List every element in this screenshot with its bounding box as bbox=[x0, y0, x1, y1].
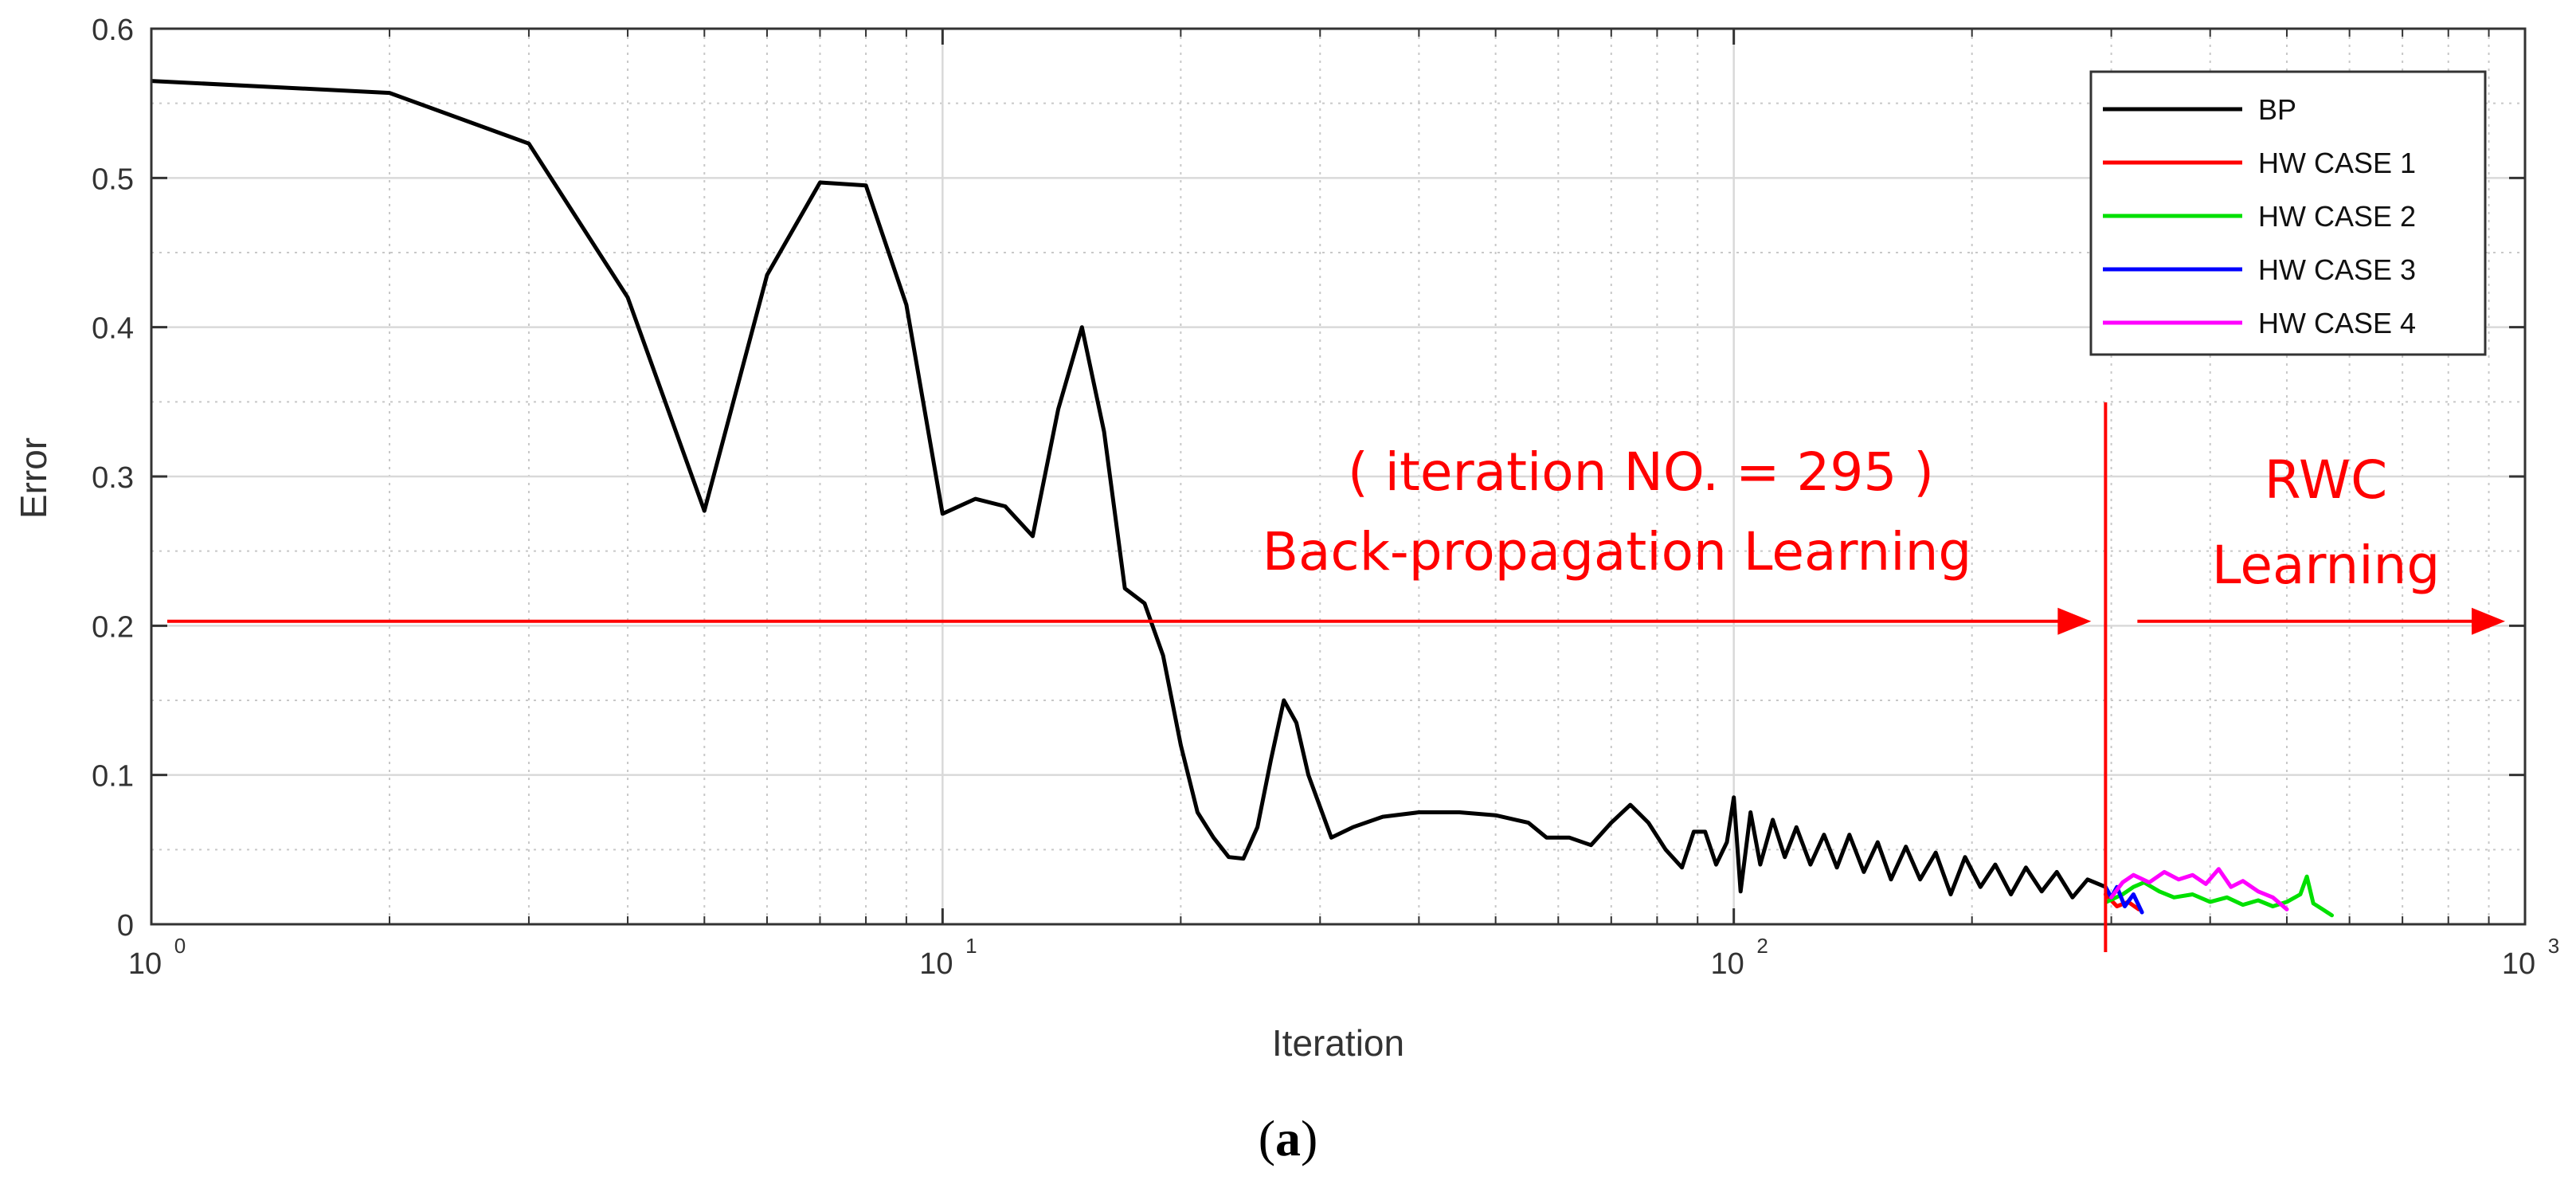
rwc-label-line1: RWC bbox=[2265, 449, 2388, 511]
rwc-label-line2: Learning bbox=[2212, 535, 2441, 596]
annotations: ( iteration NO. = 295 ) Back-propagation… bbox=[167, 402, 2505, 952]
legend: BP HW CASE 1 HW CASE 2 HW CASE 3 HW CASE 4 bbox=[2089, 70, 2487, 356]
series-lines bbox=[151, 79, 2334, 918]
caption-open: ( bbox=[1259, 1110, 1275, 1166]
x-tick-exponent: 3 bbox=[2548, 934, 2559, 958]
y-axis-label: Error bbox=[13, 437, 54, 519]
bp-phase-label: Back-propagation Learning bbox=[1263, 521, 1972, 582]
x-tick-exponent: 2 bbox=[1756, 934, 1768, 958]
y-tick-label: 0 bbox=[117, 909, 134, 943]
caption-letter: a bbox=[1275, 1110, 1301, 1166]
y-tick-label: 0.4 bbox=[92, 312, 134, 346]
arrow-head bbox=[2057, 607, 2092, 635]
series-line-hw-case-2 bbox=[2104, 874, 2334, 918]
x-tick-label: 10 bbox=[1711, 947, 1744, 981]
series-line-hw-case-4 bbox=[2109, 867, 2289, 912]
series-line-bp bbox=[151, 79, 2108, 900]
x-tick-label: 10 bbox=[2502, 947, 2535, 981]
legend-label-bp: BP bbox=[2258, 93, 2296, 126]
y-tick-label: 0.1 bbox=[92, 760, 134, 794]
rwc-phase-arrow bbox=[2137, 607, 2505, 635]
legend-box bbox=[2089, 70, 2487, 356]
legend-label-hw-case-3: HW CASE 3 bbox=[2258, 253, 2416, 286]
arrow-head bbox=[2472, 607, 2505, 635]
x-tick-label: 10 bbox=[128, 947, 162, 981]
legend-label-hw-case-4: HW CASE 4 bbox=[2258, 307, 2416, 339]
iteration-note: ( iteration NO. = 295 ) bbox=[1348, 441, 1934, 503]
y-tick-label: 0.5 bbox=[92, 163, 134, 196]
legend-label-hw-case-1: HW CASE 1 bbox=[2258, 147, 2416, 179]
legend-label-hw-case-2: HW CASE 2 bbox=[2258, 200, 2416, 233]
y-tick-label: 0.3 bbox=[92, 461, 134, 495]
y-tick-label: 0.6 bbox=[92, 14, 134, 47]
x-tick-label: 10 bbox=[919, 947, 953, 981]
x-axis-label: Iteration bbox=[1272, 1022, 1404, 1064]
bp-phase-arrow bbox=[167, 607, 2092, 635]
figure-caption: (a) bbox=[1259, 1110, 1318, 1166]
x-tick-exponent: 1 bbox=[965, 934, 977, 958]
y-tick-label: 0.2 bbox=[92, 610, 134, 644]
caption-close: ) bbox=[1301, 1110, 1317, 1166]
axis-ticks: 10 0 10 1 10 2 10 3 0 0.1 0.2 0.3 0.4 0.5 0.6 bbox=[92, 14, 2559, 981]
x-tick-exponent: 0 bbox=[174, 934, 186, 958]
